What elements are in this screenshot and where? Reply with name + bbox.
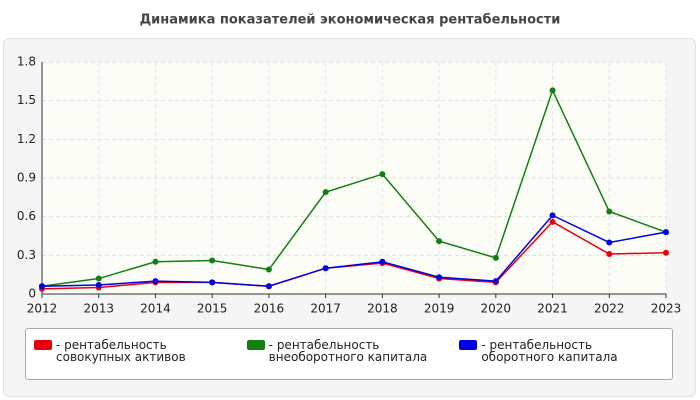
y-tick-label: 1.5 — [17, 93, 36, 107]
chart-title: Динамика показателей экономическая рента… — [140, 13, 561, 28]
legend-swatch — [34, 340, 52, 350]
point — [436, 238, 443, 245]
point — [152, 278, 159, 285]
point — [549, 212, 556, 219]
point — [209, 257, 216, 264]
point — [152, 258, 159, 265]
legend-item: - рентабельность совокупных активов — [34, 339, 239, 379]
x-tick-label: 2015 — [197, 302, 228, 316]
point — [322, 189, 329, 196]
point — [379, 258, 386, 265]
x-tick-label: 2013 — [83, 302, 114, 316]
y-tick-label: 0.3 — [17, 248, 36, 262]
legend-label: - рентабельность оборотного капитала — [481, 338, 618, 364]
y-tick-label: 0.6 — [17, 209, 36, 223]
legend-label: - рентабельность совокупных активов — [56, 338, 186, 364]
point — [265, 283, 272, 290]
point — [606, 251, 613, 258]
point — [436, 274, 443, 281]
x-tick-label: 2020 — [481, 302, 512, 316]
x-tick-label: 2023 — [651, 302, 682, 316]
point — [95, 275, 102, 282]
legend-swatch — [246, 340, 265, 350]
point — [663, 249, 669, 256]
x-tick-label: 2016 — [254, 302, 285, 316]
point — [39, 283, 45, 290]
series-line — [41, 88, 667, 288]
point — [606, 239, 613, 246]
legend-item: - рентабельность оборотного капитала — [459, 339, 664, 379]
legend-swatch — [459, 340, 478, 350]
x-tick-label: 2019 — [424, 302, 455, 316]
legend-label: - рентабельность внеоборотного капитала — [268, 338, 428, 364]
x-tick-label: 2012 — [27, 302, 58, 316]
y-tick-label: 0.9 — [17, 171, 36, 185]
series-line — [41, 214, 667, 288]
legend-item: - рентабельность внеоборотного капитала — [246, 338, 452, 379]
point — [606, 208, 613, 215]
x-tick-label: 2018 — [367, 302, 398, 316]
x-tick-label: 2021 — [537, 302, 568, 316]
x-tick-label: 2022 — [594, 302, 625, 316]
point — [265, 266, 272, 273]
x-tick-label: 2017 — [310, 302, 341, 316]
point — [95, 281, 102, 288]
point — [549, 87, 556, 94]
point — [492, 278, 499, 285]
point — [492, 254, 499, 261]
point — [663, 229, 669, 236]
point — [549, 218, 556, 225]
point — [209, 279, 216, 286]
legend: - рентабельность совокупных активов - рен… — [25, 328, 673, 380]
x-tick-label: 2014 — [140, 302, 171, 316]
y-tick-label: 1.8 — [17, 55, 36, 69]
y-tick-label: 1.2 — [17, 132, 36, 146]
point — [322, 265, 329, 272]
point — [379, 171, 386, 178]
y-tick-label: 0 — [28, 287, 36, 301]
